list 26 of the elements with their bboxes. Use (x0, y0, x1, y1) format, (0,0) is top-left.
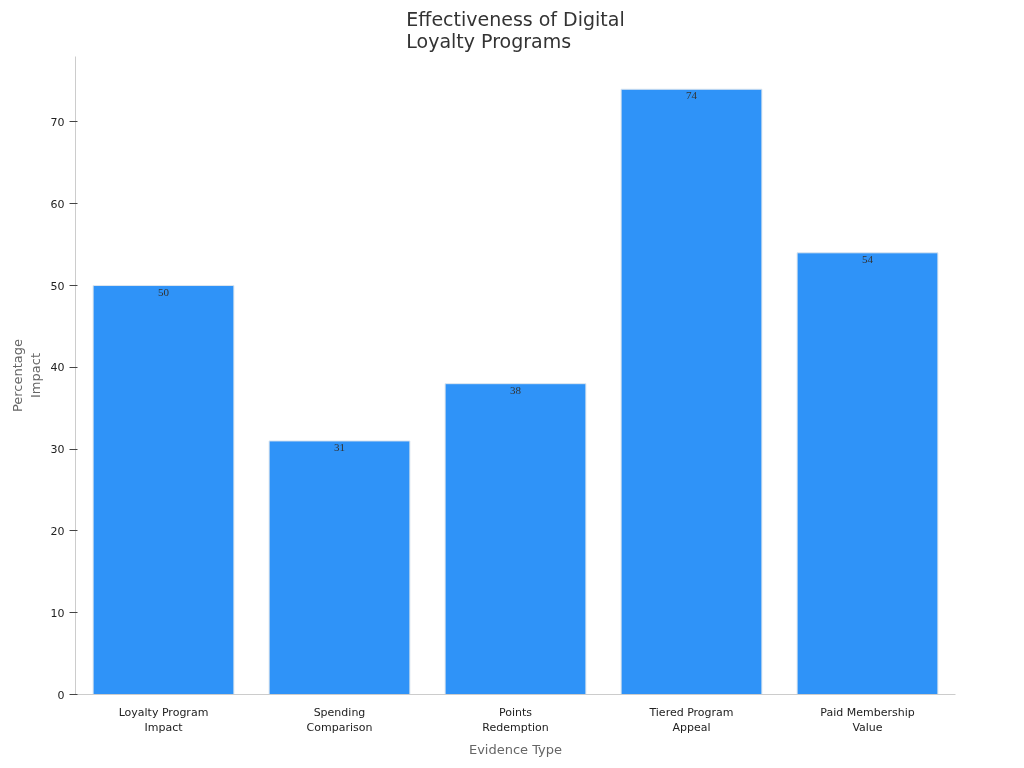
y-tick-label: 40 (50, 361, 65, 375)
bar (796, 252, 939, 695)
bar (620, 88, 763, 695)
data-label: 31 (334, 440, 345, 453)
x-tick-label: Spending Comparison (306, 705, 373, 735)
data-label: 38 (510, 383, 522, 396)
y-tick-label: 60 (50, 197, 65, 211)
x-axis-title: Evidence Type (468, 742, 563, 758)
x-tick-label: Loyalty Program Impact (118, 705, 209, 735)
x-tick-label: Tiered Program Appeal (648, 705, 734, 735)
bar (268, 440, 411, 695)
y-tick-label: 30 (50, 443, 65, 457)
y-tick-label: 0 (57, 688, 65, 702)
x-tick-label: Paid Membership Value (820, 705, 915, 735)
bar (92, 285, 235, 695)
y-tick-label: 20 (50, 524, 65, 538)
chart-title: Effectiveness of Digital Loyalty Programs (406, 7, 625, 52)
data-label: 54 (862, 252, 874, 265)
data-label: 50 (158, 285, 170, 298)
bar (444, 383, 587, 695)
data-label: 74 (686, 89, 698, 102)
x-tick-label: Points Redemption (482, 705, 549, 735)
y-tick-label: 70 (50, 115, 65, 129)
y-tick-label: 10 (50, 606, 65, 620)
y-tick-label: 50 (50, 279, 65, 293)
y-axis-title: Percentage Impact (9, 338, 43, 413)
